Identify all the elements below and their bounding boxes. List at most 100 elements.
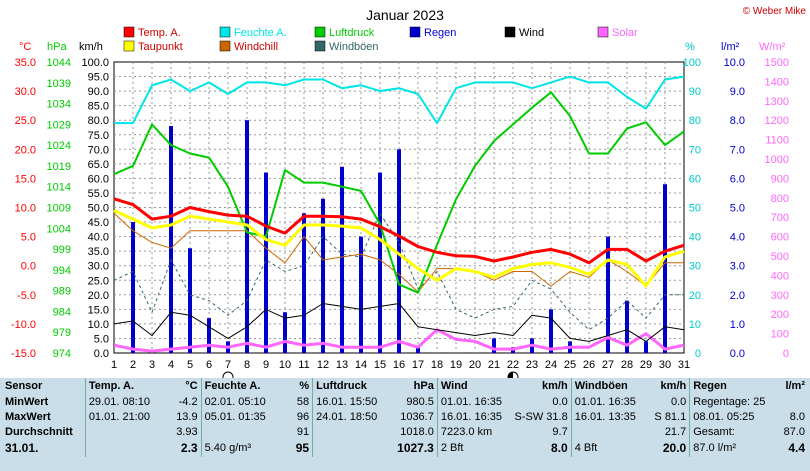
stats-label: MinWert <box>5 396 49 408</box>
pressure-tick-label: 1039 <box>47 78 71 90</box>
humidity-tick-label: 30 <box>689 261 701 273</box>
rain-bar <box>245 120 249 353</box>
legend-label: Taupunkt <box>138 41 183 53</box>
wind-tick-label: 40.0 <box>88 232 109 244</box>
stats-gust-value: 21.7 <box>664 426 687 438</box>
day-tick-label: 25 <box>564 359 576 371</box>
stats-hum-value: 95 <box>295 441 310 455</box>
stats-header-hum-unit: % <box>299 380 310 392</box>
pressure-tick-label: 989 <box>53 286 71 298</box>
stats-header-press: Luftdruck <box>312 378 395 395</box>
pressure-tick-label: 1044 <box>47 57 71 69</box>
legend-swatch <box>219 40 231 52</box>
legend-label: Solar <box>612 27 638 39</box>
rain-tick-label: 2.0 <box>730 290 745 302</box>
stats-header-gust: Windböen <box>570 378 646 395</box>
rain-bar <box>397 149 401 353</box>
day-tick-label: 10 <box>279 359 291 371</box>
day-tick-label: 9 <box>263 359 269 371</box>
pressure-tick-label: 1034 <box>47 99 71 111</box>
temp-tick-label: -5.0 <box>17 290 36 302</box>
stats-header-wind-unit: km/h <box>542 380 568 392</box>
stats-rain-value <box>774 395 808 410</box>
pressure-tick-label: 1004 <box>47 223 71 235</box>
humidity-tick-label: 80 <box>689 115 701 127</box>
temp-tick-label: 20.0 <box>15 144 36 156</box>
solar-tick-label: 700 <box>771 212 789 224</box>
wind-tick-label: 85.0 <box>88 101 109 113</box>
wind-tick-label: 80.0 <box>88 115 109 127</box>
stats-header-hum: Feuchte A. <box>200 378 287 395</box>
wind-tick-label: 60.0 <box>88 173 109 185</box>
stats-temp-value: 3.93 <box>176 426 198 438</box>
day-tick-label: 3 <box>149 359 155 371</box>
pressure-tick-label: 1014 <box>47 182 71 194</box>
legend-swatch <box>123 40 135 52</box>
stats-rain-text: 08.01. 05:25 <box>689 410 775 425</box>
legend-swatch <box>409 26 421 38</box>
rain-tick-label: 6.0 <box>730 173 745 185</box>
legend-swatch <box>504 26 516 38</box>
statistics-panel: Sensor Temp. A. °C Feuchte A. % Luftdruc… <box>0 378 810 471</box>
stats-row-max: MaxWert 01.01. 21:00 13.9 05.01. 01:35 9… <box>2 410 808 425</box>
stats-press-date: 24.01. 18:50 <box>312 410 395 425</box>
legend-label: Luftdruck <box>329 27 375 39</box>
pressure-tick-label: 974 <box>53 348 71 360</box>
series-line-temp-a <box>113 197 685 265</box>
day-tick-label: 30 <box>659 359 671 371</box>
day-tick-label: 15 <box>374 359 386 371</box>
stats-hum-value: 96 <box>296 411 310 423</box>
stats-temp-value: 2.3 <box>180 441 198 455</box>
day-tick-label: 8 <box>244 359 250 371</box>
stats-wind-date: 2 Bft <box>436 440 512 457</box>
wind-tick-label: 65.0 <box>88 159 109 171</box>
temp-tick-label: 0.0 <box>21 261 36 273</box>
stats-row-last: 31.01. 2.3 5.40 g/m³ 95 1027.3 2 Bft 8.0… <box>2 440 808 457</box>
day-tick-label: 14 <box>355 359 367 371</box>
series-line-taupunkt <box>113 209 685 288</box>
rain-bar <box>131 222 135 353</box>
stats-hum-date: 05.01. 01:35 <box>200 410 287 425</box>
pressure-tick-label: 984 <box>53 306 71 318</box>
stats-temp-date <box>84 425 171 440</box>
stats-gust-value: S 81.1 <box>654 411 687 423</box>
stats-row-avg: Durchschnitt 3.93 91 1018.0 7223.0 km 9.… <box>2 425 808 440</box>
day-tick-label: 6 <box>206 359 212 371</box>
series-line-windb-en <box>113 212 684 331</box>
stats-wind-date: 7223.0 km <box>436 425 512 440</box>
humidity-tick-label: 10 <box>689 319 701 331</box>
stats-gust-date: 4 Bft <box>570 440 646 457</box>
day-tick-label: 19 <box>450 359 462 371</box>
stats-label: 31.01. <box>5 441 39 455</box>
humidity-tick-label: 60 <box>689 173 701 185</box>
solar-tick-label: 1100 <box>765 135 789 147</box>
temp-tick-label: -15.0 <box>11 348 36 360</box>
stats-hum-date: 5.40 g/m³ <box>200 440 287 457</box>
wind-tick-label: 75.0 <box>88 130 109 142</box>
stats-wind-value: 8.0 <box>551 441 568 455</box>
stats-press-date <box>312 440 395 457</box>
rain-bar <box>644 341 648 353</box>
solar-tick-label: 900 <box>771 173 789 185</box>
statistics-table: Sensor Temp. A. °C Feuchte A. % Luftdruc… <box>2 378 808 457</box>
stats-gust-value: 20.0 <box>662 441 687 455</box>
day-tick-label: 13 <box>336 359 348 371</box>
wind-tick-label: 35.0 <box>88 246 109 258</box>
stats-hum-value: 91 <box>296 426 310 438</box>
stats-header-row: Sensor Temp. A. °C Feuchte A. % Luftdruc… <box>2 378 808 395</box>
rain-tick-label: 0.0 <box>730 348 745 360</box>
day-tick-label: 16 <box>393 359 405 371</box>
stats-header-rain: Regen <box>689 378 775 395</box>
solar-tick-label: 1500 <box>765 57 789 69</box>
wind-tick-label: 90.0 <box>88 86 109 98</box>
wind-tick-label: 10.0 <box>88 319 109 331</box>
stats-label: MaxWert <box>5 411 51 423</box>
day-tick-label: 11 <box>298 359 309 371</box>
stats-row-min: MinWert 29.01. 08:10 -4.2 02.01. 05:10 5… <box>2 395 808 410</box>
wind-tick-label: 100.0 <box>81 57 109 69</box>
wind-tick-label: 95.0 <box>88 72 109 84</box>
stats-temp-value: -4.2 <box>178 396 198 408</box>
pressure-tick-label: 999 <box>53 244 71 256</box>
pressure-tick-label: 1029 <box>47 119 71 131</box>
wind-tick-label: 5.0 <box>94 333 109 345</box>
